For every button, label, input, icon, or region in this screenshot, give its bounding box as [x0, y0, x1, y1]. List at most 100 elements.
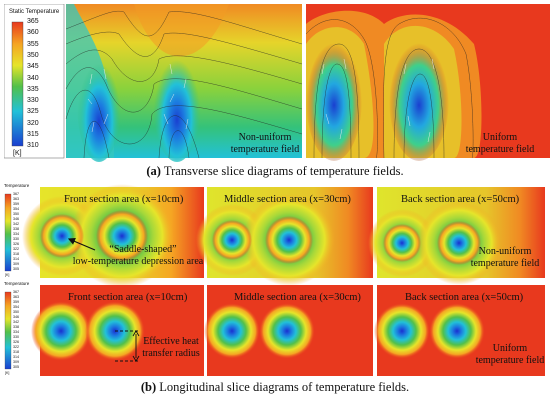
legend-tick-a: 325	[27, 108, 39, 116]
legend-tick-b: 314	[13, 257, 19, 261]
legend-tick-b: 322	[13, 247, 19, 251]
colorbar-b1	[4, 193, 12, 272]
caption-a-letter: (a)	[146, 164, 161, 178]
row1-middle-panel	[196, 187, 373, 286]
note-line: Effective heat	[143, 336, 199, 347]
note-line: Uniform	[482, 132, 518, 143]
note-line: temperature field	[470, 258, 540, 269]
row1-front-panel	[22, 184, 204, 288]
row2-back-panel	[374, 285, 545, 376]
saddle-arrow	[67, 238, 96, 251]
row2-middle-panel	[204, 285, 373, 376]
legend-title-a: Static Temperature	[9, 9, 60, 15]
note-line: temperature field	[230, 144, 300, 155]
row1-middle-label: Middle section area (x=30cm)	[224, 194, 351, 205]
legend-tick-a: 360	[27, 29, 39, 37]
legend-tick-b: 346	[13, 217, 19, 221]
legend-tick-b: 334	[13, 232, 19, 236]
legend-tick-b: 330	[13, 237, 19, 241]
row2-middle-label: Middle section area (x=30cm)	[234, 292, 361, 303]
row1-panels	[22, 184, 545, 288]
legend-tick-a: 310	[27, 142, 39, 150]
legend-tick-b: 318	[13, 350, 19, 354]
note-line: temperature field	[465, 144, 535, 155]
note-line: Non-uniform	[238, 132, 292, 143]
legend-ticks-a: 365 360 355 350 345 340 335 330 325 320 …	[27, 18, 61, 150]
legend-tick-b: 350	[13, 310, 19, 314]
caption-a: (a) Transverse slice diagrams of tempera…	[0, 164, 550, 179]
non-uniform-note-b: Non-uniform temperature field	[462, 246, 548, 270]
right-field-a	[305, 4, 550, 161]
legend-ticks-b1: 367 363 359 354 350 346 342 338 334 330 …	[13, 192, 35, 272]
note-line: “Saddle-shaped”	[109, 244, 177, 255]
legend-tick-b: 338	[13, 325, 19, 329]
legend-tick-b: 309	[13, 262, 19, 266]
legend-unit-b2: [K]	[5, 371, 10, 375]
colorbar-b2	[4, 291, 12, 370]
legend-tick-b: 367	[13, 192, 19, 196]
legend-tick-b: 314	[13, 355, 19, 359]
legend-title-b2: Temperature	[4, 281, 30, 286]
legend-tick-b: 367	[13, 290, 19, 294]
legend-tick-b: 338	[13, 227, 19, 231]
caption-b-letter: (b)	[140, 380, 157, 394]
legend-tick-a: 345	[27, 63, 39, 71]
legend-tick-b: 354	[13, 305, 19, 309]
note-line: Non-uniform	[478, 246, 532, 257]
row2-back-label: Back section area (x=50cm)	[405, 292, 524, 303]
legend-tick-b: 330	[13, 335, 19, 339]
row1-front-label: Front section area (x=10cm)	[64, 194, 184, 205]
legend-unit-b1: [K]	[5, 273, 10, 277]
legend-tick-a: 365	[27, 18, 39, 25]
caption-b-text: Longitudinal slice diagrams of temperatu…	[156, 380, 410, 394]
panel-a-figure	[4, 4, 550, 162]
legend-unit-a: [K]	[13, 150, 22, 157]
legend-tick-a: 315	[27, 131, 39, 138]
legend-tick-a: 335	[27, 85, 39, 93]
radius-note: Effective heat transfer radius	[138, 336, 204, 360]
legend-tick-b: 342	[13, 222, 19, 226]
colorbar-a	[11, 21, 24, 147]
row2-front-label: Front section area (x=10cm)	[68, 292, 188, 303]
legend-tick-b: 309	[13, 360, 19, 364]
legend-tick-b: 363	[13, 295, 19, 299]
uniform-note-a: Uniform temperature field	[452, 132, 548, 156]
legend-tick-b: 318	[13, 252, 19, 256]
caption-b: (b) Longitudinal slice diagrams of tempe…	[0, 380, 550, 395]
saddle-note: “Saddle-shaped” low-temperature depressi…	[64, 244, 212, 268]
left-field-a	[65, 4, 303, 162]
legend-tick-b: 359	[13, 202, 19, 206]
note-line: low-temperature depression area	[72, 256, 204, 267]
legend-title-b1: Temperature	[4, 183, 30, 188]
legend-tick-b: 350	[13, 212, 19, 216]
legend-tick-b: 354	[13, 207, 19, 211]
radius-marker	[115, 330, 140, 362]
legend-tick-b: 326	[13, 242, 19, 246]
legend-tick-b: 346	[13, 315, 19, 319]
legend-tick-b: 363	[13, 197, 19, 201]
legend-tick-b: 359	[13, 300, 19, 304]
row2-panels	[31, 285, 545, 376]
panel-a: Static Temperature 365 360 355 350 345 3…	[4, 4, 550, 162]
legend-ticks-b2: 367 363 359 354 350 346 342 338 334 330 …	[13, 290, 35, 370]
legend-tick-b: 342	[13, 320, 19, 324]
row2-front-panel	[31, 285, 204, 376]
legend-tick-b: 305	[13, 365, 19, 369]
non-uniform-note-a: Non-uniform temperature field	[222, 132, 308, 156]
note-line: Uniform	[492, 343, 528, 354]
legend-tick-a: 350	[27, 51, 39, 59]
legend-tick-a: 320	[27, 119, 39, 127]
legend-tick-b: 334	[13, 330, 19, 334]
legend-tick-a: 355	[27, 40, 39, 48]
legend-tick-b: 305	[13, 267, 19, 271]
uniform-note-b: Uniform temperature field	[472, 343, 548, 367]
row1-back-label: Back section area (x=50cm)	[401, 194, 520, 205]
note-line: temperature field	[475, 355, 545, 366]
legend-tick-a: 340	[27, 74, 39, 82]
legend-tick-b: 326	[13, 340, 19, 344]
legend-tick-a: 330	[27, 97, 39, 105]
legend-tick-b: 322	[13, 345, 19, 349]
note-line: transfer radius	[142, 348, 200, 359]
row1-back-panel	[368, 187, 545, 285]
